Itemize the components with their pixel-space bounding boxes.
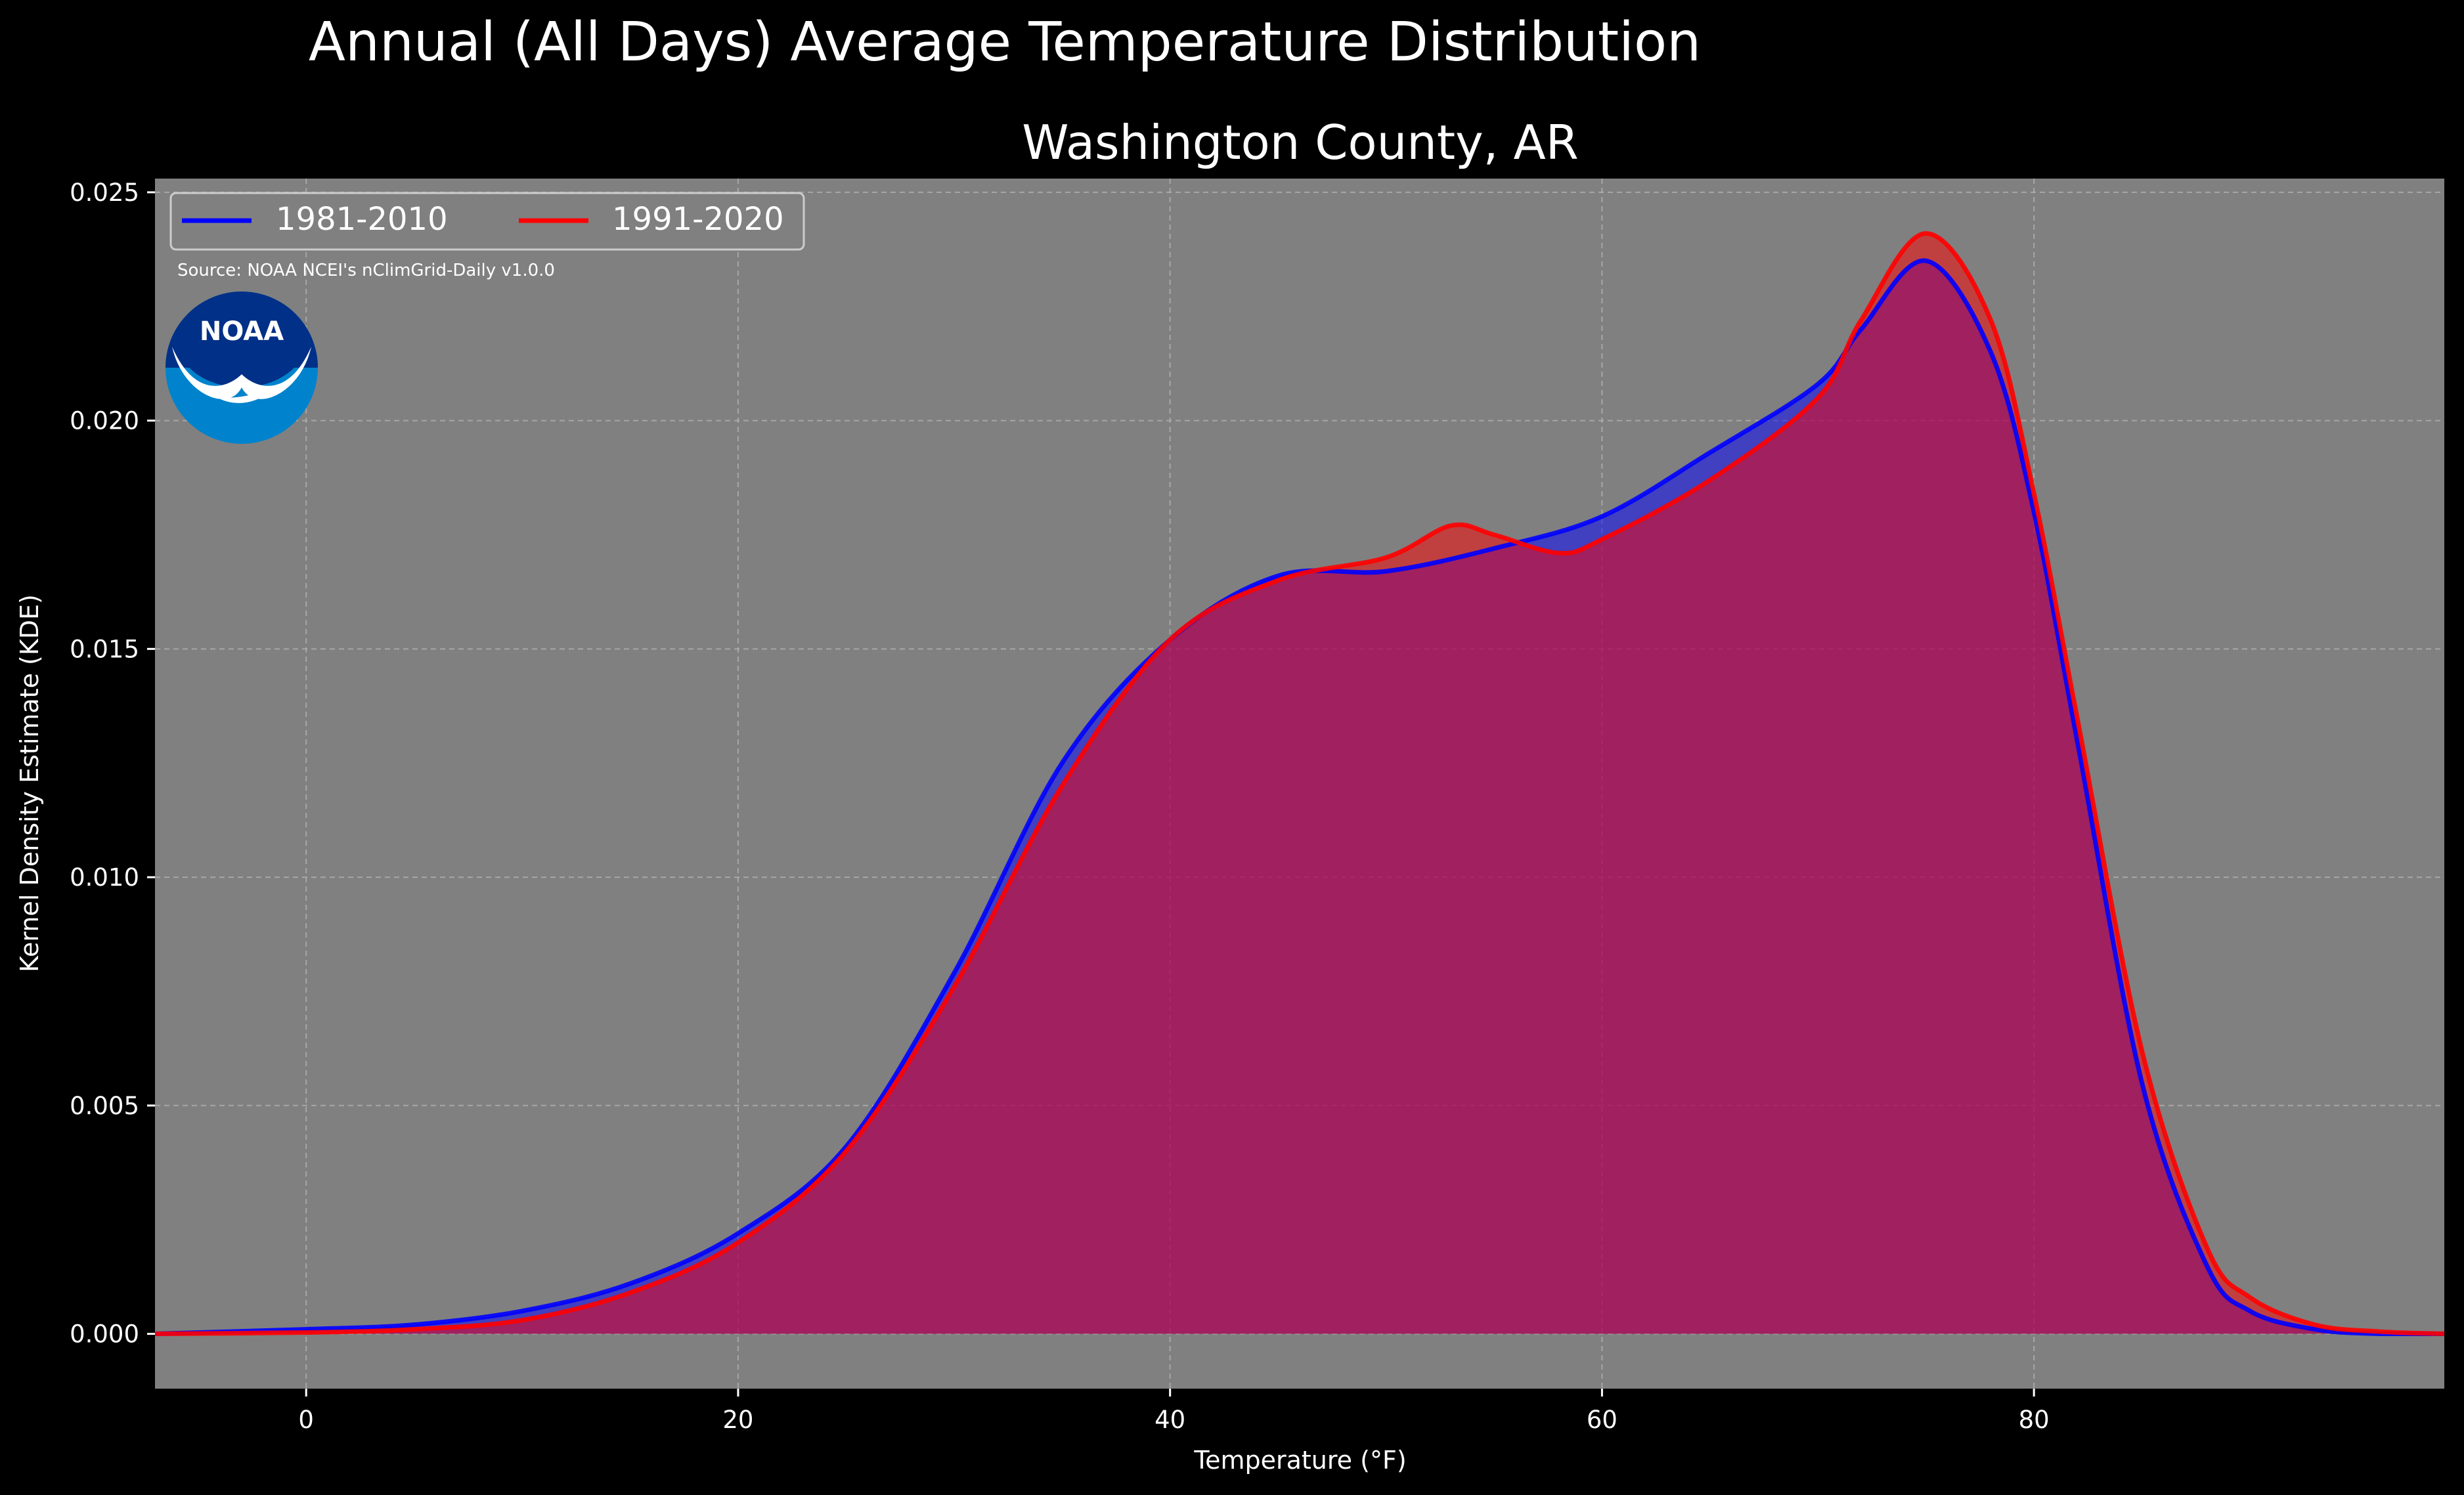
density-line-1991-2020 — [154, 230, 2445, 1337]
x-tick-label: 80 — [2019, 1406, 2050, 1434]
x-axis-label: Temperature (°F) — [1193, 1446, 1406, 1475]
density-fills — [155, 233, 2444, 1334]
x-tick-label: 0 — [298, 1406, 314, 1434]
y-tick-label: 0.020 — [70, 407, 139, 435]
noaa-logo: NOAA — [165, 292, 318, 444]
y-tick-label: 0.015 — [70, 635, 139, 663]
y-tick-label: 0.005 — [70, 1092, 139, 1120]
x-tick-label: 60 — [1587, 1406, 1617, 1434]
legend: 1981-2010 1991-2020 — [169, 192, 805, 251]
noaa-logo-text: NOAA — [200, 316, 284, 347]
chart-subtitle: Washington County, AR — [1022, 115, 1578, 170]
source-note: Source: NOAA NCEI's nClimGrid-Daily v1.0… — [177, 261, 555, 280]
legend-label-1981-2010: 1981-2010 — [276, 201, 448, 238]
y-axis-label: Kernel Density Estimate (KDE) — [15, 594, 44, 972]
density-line-1981-2010 — [154, 258, 2444, 1337]
y-tick-label: 0.025 — [70, 179, 139, 207]
axes: 0 20 40 60 80 0.000 0.005 0.010 0.015 0.020 0.025 — [70, 179, 2050, 1434]
y-tick-label: 0.010 — [70, 863, 139, 892]
y-tick-label: 0.000 — [70, 1320, 139, 1349]
density-fill-1991-2020 — [155, 233, 2444, 1334]
x-tick-label: 20 — [722, 1406, 753, 1434]
density-lines — [154, 230, 2445, 1337]
legend-label-1991-2020: 1991-2020 — [612, 201, 784, 238]
chart-title: Annual (All Days) Average Temperature Di… — [309, 11, 1701, 74]
x-tick-label: 40 — [1155, 1406, 1185, 1434]
legend-box — [169, 192, 805, 251]
